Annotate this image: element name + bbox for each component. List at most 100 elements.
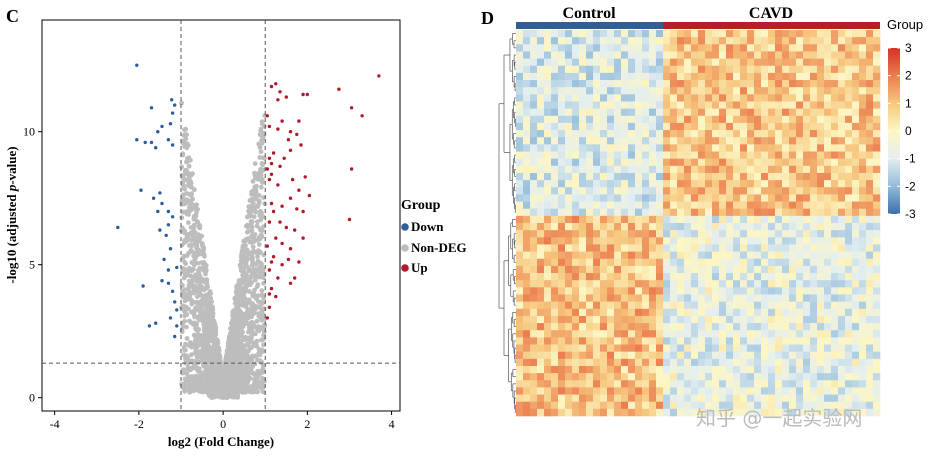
heatmap-cell <box>677 180 684 187</box>
heatmap-cell <box>600 194 607 201</box>
heatmap-cell <box>670 73 677 80</box>
heatmap-cell <box>698 194 705 201</box>
heatmap-cell <box>593 159 600 166</box>
heatmap-cell <box>516 30 523 37</box>
non-deg-point <box>237 303 242 308</box>
non-deg-point <box>235 381 240 386</box>
heatmap-cell <box>705 59 712 66</box>
heatmap-cell <box>698 144 705 151</box>
heatmap-cell <box>607 173 614 180</box>
down-point <box>150 141 153 144</box>
heatmap-cell <box>663 223 670 230</box>
non-deg-point <box>251 189 256 194</box>
heatmap-cell <box>859 202 866 209</box>
heatmap-cell <box>551 137 558 144</box>
heatmap-cell <box>845 216 852 223</box>
heatmap-cell <box>789 209 796 216</box>
heatmap-cell <box>852 202 859 209</box>
non-deg-point <box>220 395 225 400</box>
heatmap-cell <box>530 44 537 51</box>
non-deg-point <box>261 268 266 273</box>
heatmap-cell <box>530 130 537 137</box>
non-deg-point <box>238 263 243 268</box>
heatmap-cell <box>656 202 663 209</box>
heatmap-cell <box>719 51 726 58</box>
heatmap-cell <box>817 209 824 216</box>
heatmap-cell <box>873 30 880 37</box>
heatmap-cell <box>866 37 873 44</box>
heatmap-cell <box>565 66 572 73</box>
heatmap-cell <box>684 187 691 194</box>
non-deg-point <box>179 228 184 233</box>
non-deg-point <box>258 380 263 385</box>
heatmap-cell <box>719 73 726 80</box>
heatmap-cell <box>663 101 670 108</box>
heatmap-cell <box>558 194 565 201</box>
heatmap-cell <box>726 109 733 116</box>
heatmap-cell <box>775 180 782 187</box>
heatmap-cell <box>810 173 817 180</box>
down-point <box>148 324 151 327</box>
heatmap-cell <box>698 230 705 237</box>
heatmap-cell <box>747 94 754 101</box>
heatmap-cell <box>537 66 544 73</box>
heatmap-cell <box>635 116 642 123</box>
heatmap-cell <box>838 37 845 44</box>
heatmap-cell <box>677 187 684 194</box>
heatmap-cell <box>677 230 684 237</box>
heatmap-cell <box>516 202 523 209</box>
volcano-legend: Group Down Non-DEG Up <box>401 198 467 275</box>
threshold-lines <box>42 20 400 411</box>
down-point <box>160 202 163 205</box>
heatmap-cell <box>572 202 579 209</box>
heatmap-cell <box>824 130 831 137</box>
heatmap-cell <box>782 130 789 137</box>
heatmap-cell <box>768 187 775 194</box>
heatmap-cell <box>782 30 789 37</box>
non-deg-point <box>196 268 201 273</box>
heatmap-cell <box>733 101 740 108</box>
heatmap-cell <box>663 194 670 201</box>
heatmap-cell <box>537 101 544 108</box>
heatmap-cell <box>565 51 572 58</box>
heatmap-cell <box>733 180 740 187</box>
heatmap-cell <box>852 59 859 66</box>
non-deg-point <box>179 101 184 106</box>
heatmap-cell <box>558 123 565 130</box>
heatmap-cell <box>684 73 691 80</box>
heatmap-cell <box>607 30 614 37</box>
heatmap-cell <box>635 194 642 201</box>
heatmap-cell <box>873 223 880 230</box>
up-point <box>268 178 271 181</box>
non-deg-point <box>192 365 197 370</box>
heatmap-cell <box>684 223 691 230</box>
heatmap-cell <box>824 152 831 159</box>
heatmap-cell <box>754 173 761 180</box>
y-tick-label: 5 <box>29 258 35 272</box>
heatmap-cell <box>586 216 593 223</box>
heatmap-cell <box>789 216 796 223</box>
heatmap-cell <box>530 30 537 37</box>
heatmap-cell <box>705 209 712 216</box>
heatmap-cell <box>670 59 677 66</box>
heatmap-cell <box>684 216 691 223</box>
heatmap-cell <box>537 30 544 37</box>
heatmap-cell <box>551 130 558 137</box>
heatmap-cell <box>663 80 670 87</box>
heatmap-cell <box>761 87 768 94</box>
heatmap-cell <box>698 116 705 123</box>
non-deg-point <box>255 304 260 309</box>
heatmap-cell <box>600 180 607 187</box>
heatmap-cell <box>768 87 775 94</box>
heatmap-cell <box>845 73 852 80</box>
heatmap-cell <box>873 202 880 209</box>
heatmap-cell <box>677 152 684 159</box>
heatmap-cell <box>670 166 677 173</box>
heatmap-cell <box>838 223 845 230</box>
heatmap-cell <box>775 30 782 37</box>
heatmap-cell <box>747 30 754 37</box>
non-deg-point <box>201 303 206 308</box>
heatmap-cell <box>719 94 726 101</box>
up-point <box>287 138 290 141</box>
heatmap-cell <box>712 130 719 137</box>
